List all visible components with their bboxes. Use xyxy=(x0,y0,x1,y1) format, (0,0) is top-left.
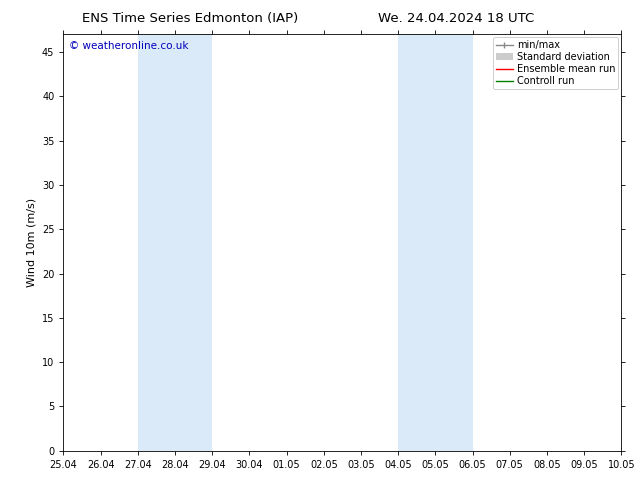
Legend: min/max, Standard deviation, Ensemble mean run, Controll run: min/max, Standard deviation, Ensemble me… xyxy=(493,37,618,89)
Text: ENS Time Series Edmonton (IAP): ENS Time Series Edmonton (IAP) xyxy=(82,12,299,25)
Text: We. 24.04.2024 18 UTC: We. 24.04.2024 18 UTC xyxy=(378,12,534,25)
Text: © weatheronline.co.uk: © weatheronline.co.uk xyxy=(69,41,188,50)
Y-axis label: Wind 10m (m/s): Wind 10m (m/s) xyxy=(27,198,36,287)
Bar xyxy=(138,34,212,451)
Bar xyxy=(398,34,472,451)
